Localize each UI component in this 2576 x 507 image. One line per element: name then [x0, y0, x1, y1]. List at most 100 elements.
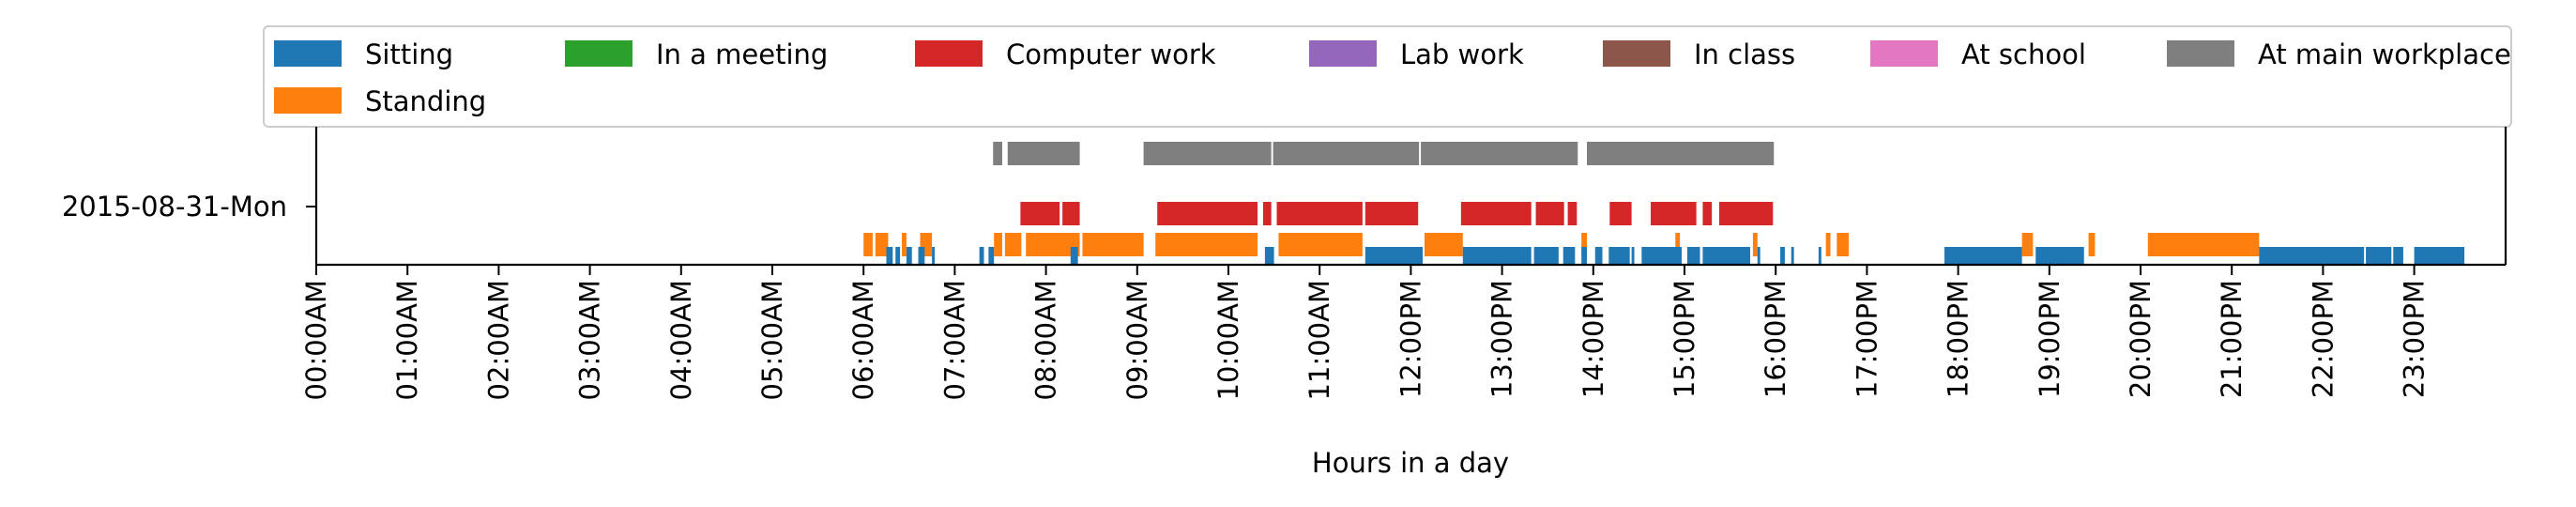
- legend-label: Standing: [365, 85, 486, 117]
- x-tick-label: 06:00AM: [847, 280, 879, 400]
- x-tick-label: 12:00PM: [1395, 280, 1426, 398]
- x-ticks: 00:00AM 01:00AM 02:00AM 03:00AM 04:00AM 05:00…: [300, 265, 2431, 400]
- legend-swatch: [915, 40, 983, 67]
- bar-at-main-workplace: [1586, 142, 1775, 165]
- x-tick-label: 01:00AM: [391, 280, 423, 400]
- bar-at-main-workplace: [1143, 142, 1272, 165]
- x-tick-label: 04:00AM: [665, 280, 697, 400]
- bar-computer-work: [1062, 202, 1080, 225]
- bar-computer-work: [1157, 202, 1258, 225]
- bar-sitting: [1780, 247, 1785, 265]
- bar-at-main-workplace: [1421, 142, 1578, 165]
- bar-sitting: [988, 247, 995, 265]
- bar-sitting: [1581, 247, 1587, 265]
- bar-sitting: [1944, 247, 2022, 265]
- x-tick-label: 17:00PM: [1851, 280, 1882, 398]
- plot-area: [863, 142, 2465, 265]
- bar-sitting: [1462, 247, 1532, 265]
- bar-sitting: [1533, 247, 1559, 265]
- bar-sitting: [2259, 247, 2365, 265]
- bar-standing: [2088, 233, 2096, 256]
- legend-swatch: [1870, 40, 1938, 67]
- legend-label: At school: [1961, 38, 2086, 70]
- legend-label: At main workplace: [2258, 38, 2511, 70]
- bar-computer-work: [1651, 202, 1697, 225]
- bar-computer-work: [1276, 202, 1363, 225]
- y-tick-label: 2015-08-31-Mon: [62, 191, 287, 223]
- bar-at-main-workplace: [993, 142, 1002, 165]
- bar-sitting: [918, 247, 925, 265]
- bar-at-main-workplace: [1273, 142, 1420, 165]
- bar-standing: [1278, 233, 1363, 256]
- bar-sitting: [1791, 247, 1794, 265]
- bar-standing: [1581, 233, 1587, 256]
- x-tick-label: 18:00PM: [1943, 280, 1974, 398]
- legend-swatch: [1603, 40, 1670, 67]
- bar-standing: [1082, 233, 1144, 256]
- legend-swatch: [274, 40, 342, 67]
- legend-label: Computer work: [1006, 38, 1216, 70]
- x-tick-label: 00:00AM: [300, 280, 332, 400]
- bar-standing: [1155, 233, 1258, 256]
- bar-sitting: [1264, 247, 1274, 265]
- legend-item-at-main-workplace: At main workplace: [2167, 38, 2511, 70]
- bar-sitting: [1686, 247, 1700, 265]
- legend-item-sitting: Sitting: [274, 38, 453, 70]
- legend-item-lab-work: Lab work: [1309, 38, 1524, 70]
- legend-item-computer-work: Computer work: [915, 38, 1216, 70]
- bar-at-main-workplace: [1007, 142, 1080, 165]
- x-tick-label: 08:00AM: [1030, 280, 1062, 400]
- legend-swatch: [274, 87, 342, 114]
- legend-swatch: [1309, 40, 1377, 67]
- x-tick-label: 05:00AM: [756, 280, 788, 400]
- legend-frame: [263, 25, 2512, 128]
- bar-computer-work: [1262, 202, 1272, 225]
- bar-computer-work: [1567, 202, 1578, 225]
- bar-standing: [875, 233, 889, 256]
- bar-sitting: [895, 247, 901, 265]
- x-tick-label: 11:00AM: [1303, 280, 1335, 400]
- bar-standing: [1004, 233, 1022, 256]
- bar-standing: [863, 233, 873, 256]
- legend-label: Lab work: [1400, 38, 1524, 70]
- bar-computer-work: [1609, 202, 1632, 225]
- bar-standing: [1825, 233, 1831, 256]
- bar-standing: [1752, 233, 1758, 256]
- bar-sitting: [2035, 247, 2084, 265]
- legend-label: In a meeting: [656, 38, 828, 70]
- x-tick-label: 10:00AM: [1212, 280, 1244, 400]
- bar-sitting: [1818, 247, 1821, 265]
- bar-sitting: [1702, 247, 1750, 265]
- legend-item-in-class: In class: [1603, 38, 1795, 70]
- bar-sitting: [906, 247, 912, 265]
- legend-item-at-school: At school: [1870, 38, 2086, 70]
- bar-sitting: [1070, 247, 1078, 265]
- series-sitting: [886, 247, 2465, 265]
- x-tick-label: 16:00PM: [1760, 280, 1791, 398]
- x-tick-label: 09:00AM: [1121, 280, 1153, 400]
- series-at-main-workplace: [993, 142, 1775, 165]
- bar-sitting: [979, 247, 984, 265]
- bar-sitting: [1631, 247, 1635, 265]
- bar-standing: [2021, 233, 2034, 256]
- bar-standing: [1837, 233, 1849, 256]
- x-tick-label: 14:00PM: [1578, 280, 1609, 398]
- bar-computer-work: [1535, 202, 1564, 225]
- bar-sitting: [1608, 247, 1630, 265]
- x-tick-label: 03:00AM: [574, 280, 606, 400]
- bar-sitting: [1594, 247, 1603, 265]
- x-tick-label: 15:00PM: [1669, 280, 1700, 398]
- bar-sitting: [1641, 247, 1683, 265]
- bar-computer-work: [1718, 202, 1774, 225]
- bar-sitting: [1757, 247, 1761, 265]
- bar-standing: [994, 233, 1002, 256]
- bar-sitting: [2414, 247, 2465, 265]
- x-axis-label: Hours in a day: [1312, 447, 1509, 479]
- x-tick-label: 02:00AM: [482, 280, 514, 400]
- x-tick-label: 13:00PM: [1486, 280, 1518, 398]
- bar-computer-work: [1364, 202, 1419, 225]
- bar-sitting: [2366, 247, 2392, 265]
- bar-computer-work: [1460, 202, 1532, 225]
- bar-computer-work: [1020, 202, 1060, 225]
